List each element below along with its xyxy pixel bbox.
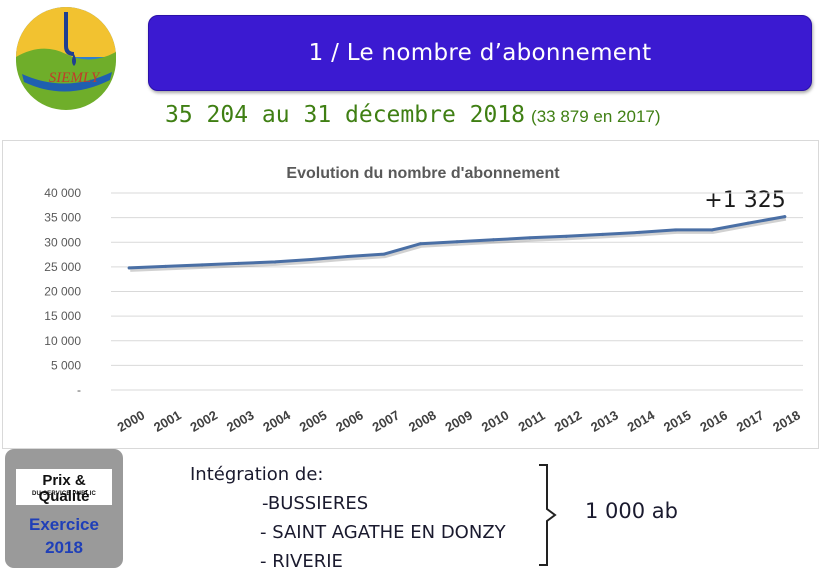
title-banner: 1 / Le nombre d’abonnement <box>148 15 812 91</box>
x-tick-label: 2009 <box>442 407 475 434</box>
chart-title: Evolution du nombre d'abonnement <box>286 165 560 182</box>
data-point <box>273 260 277 264</box>
data-point <box>346 255 350 259</box>
x-tick-label: 2003 <box>224 407 257 434</box>
data-point <box>710 228 714 232</box>
logo-hills <box>16 48 116 110</box>
x-tick-label: 2014 <box>625 407 658 435</box>
x-tick-label: 2007 <box>370 407 403 434</box>
headline-sub: (33 879 en 2017) <box>531 107 661 126</box>
water-drop-icon <box>72 54 76 66</box>
logo-text: SIEMLY <box>49 70 101 86</box>
y-tick-labels: - 5 000 10 000 15 000 20 000 25 000 30 000 35 0… <box>44 186 81 397</box>
prix-qualite-badge: Prix & Qualité DU SERVICE PUBLIC Exercic… <box>5 449 123 568</box>
x-tick-label: 2006 <box>333 407 366 434</box>
chart-frame: Evolution du nombre d'abonnement +1 325 … <box>2 140 819 449</box>
y-tick-label: 35 000 <box>44 211 81 225</box>
x-tick-label: 2017 <box>734 407 767 434</box>
integration-item: - RIVERIE <box>260 551 343 572</box>
gridlines <box>111 192 803 391</box>
data-point <box>783 215 787 219</box>
y-tick-label: - <box>77 383 81 397</box>
siemly-logo: SIEMLY <box>2 2 134 110</box>
data-point <box>491 238 495 242</box>
badge-exercice: Exercice <box>29 515 99 534</box>
data-point <box>164 264 168 268</box>
logo-pipe <box>64 12 75 56</box>
logo-emblem: SIEMLY <box>16 7 116 110</box>
x-tick-label: 2000 <box>115 407 148 434</box>
y-tick-label: 40 000 <box>44 186 81 200</box>
badge-subtitle: DU SERVICE PUBLIC <box>32 491 96 497</box>
data-point <box>382 252 386 256</box>
y-tick-label: 5 000 <box>51 358 81 372</box>
x-tick-label: 2012 <box>552 407 585 434</box>
y-tick-label: 15 000 <box>44 309 81 323</box>
series-layer <box>127 215 787 272</box>
page-title: 1 / Le nombre d’abonnement <box>308 40 652 66</box>
data-point <box>200 263 204 267</box>
series-line-shadow <box>130 216 787 272</box>
x-tick-label: 2016 <box>697 407 730 434</box>
y-tick-label: 10 000 <box>44 334 81 348</box>
x-tick-labels: 2000 2001 2002 2003 2004 2005 2006 2007 2008 2009… <box>115 407 803 435</box>
y-tick-label: 30 000 <box>44 235 81 249</box>
x-tick-label: 2018 <box>770 407 803 434</box>
x-tick-label: 2002 <box>188 407 221 434</box>
data-point <box>236 261 240 265</box>
x-tick-label: 2010 <box>479 407 512 434</box>
headline: 35 204 au 31 décembre 2018 (33 879 en 201… <box>165 102 815 128</box>
data-point <box>309 257 313 261</box>
integration-item: - SAINT AGATHE EN DONZY <box>260 522 506 543</box>
y-tick-label: 25 000 <box>44 260 81 274</box>
x-tick-label: 2008 <box>406 407 439 434</box>
x-tick-label: 2015 <box>661 407 694 434</box>
badge-label-box: Prix & Qualité DU SERVICE PUBLIC <box>16 469 112 505</box>
data-point <box>455 240 459 244</box>
right-brace-icon <box>539 464 557 566</box>
integration-block: Intégration de: -BUSSIERES - SAINT AGATH… <box>190 460 506 576</box>
x-tick-label: 2011 <box>516 408 548 435</box>
chart-annotation: +1 325 <box>704 188 785 213</box>
badge-year: 2018 <box>45 538 83 557</box>
data-point <box>637 230 641 234</box>
data-point <box>127 266 131 270</box>
headline-main: 35 204 au 31 décembre 2018 <box>165 102 526 128</box>
x-tick-label: 2004 <box>260 407 293 435</box>
line-chart: Evolution du nombre d'abonnement +1 325 … <box>44 165 803 435</box>
integration-heading: Intégration de: <box>190 464 324 485</box>
y-tick-label: 20 000 <box>44 285 81 299</box>
x-tick-label: 2001 <box>151 407 184 434</box>
data-point <box>601 232 605 236</box>
x-tick-label: 2005 <box>297 407 330 434</box>
integration-item: -BUSSIERES <box>262 493 369 514</box>
integration-total: 1 000 ab <box>585 499 678 523</box>
x-tick-label: 2013 <box>588 407 621 434</box>
data-point <box>528 236 532 240</box>
data-point <box>564 234 568 238</box>
data-point <box>674 228 678 232</box>
logo-water <box>22 72 112 92</box>
data-point <box>419 242 423 246</box>
data-point <box>746 221 750 225</box>
badge-brand: Prix & Qualité <box>38 472 90 505</box>
